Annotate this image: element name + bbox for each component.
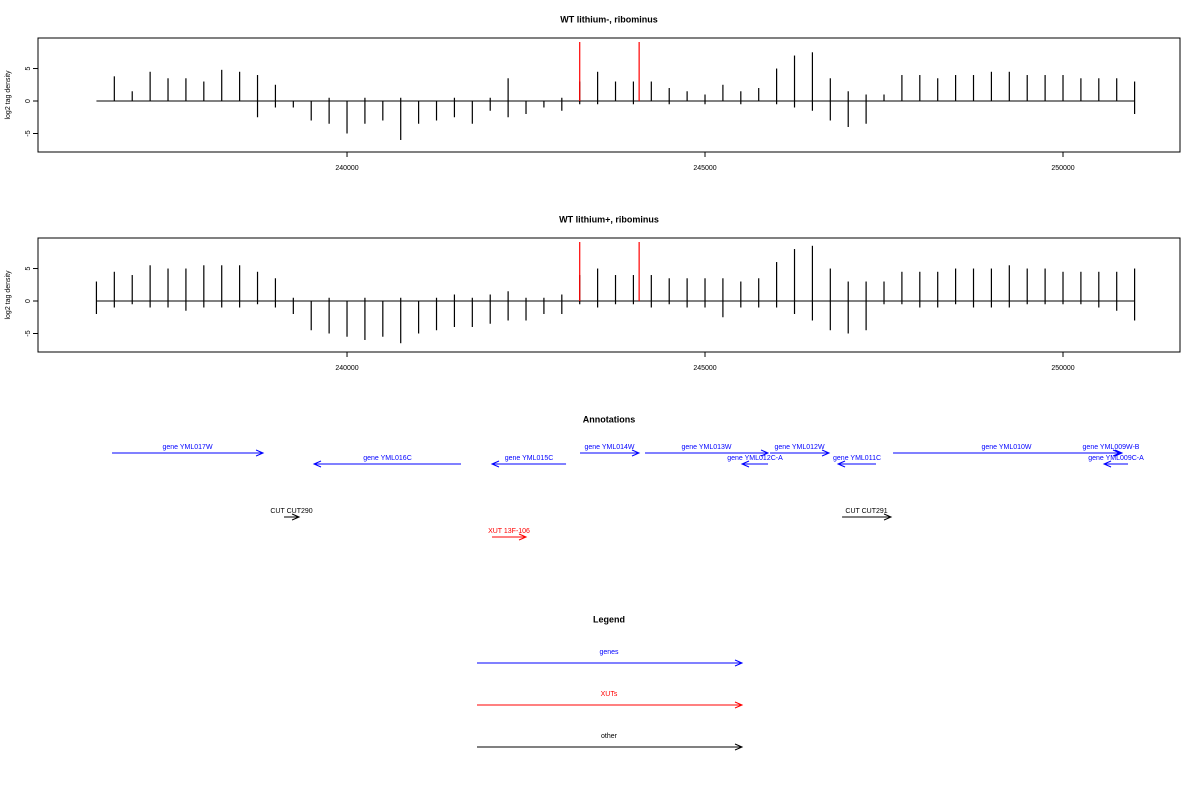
legend-label: XUTs xyxy=(601,691,618,698)
plot-frame xyxy=(37,237,1181,353)
x-tick-label: 245000 xyxy=(693,165,716,172)
x-tick-label: 250000 xyxy=(1051,365,1074,372)
feature-label: gene YML009W-B xyxy=(1083,444,1140,451)
legend-arrow xyxy=(477,659,744,667)
feature-label: gene YML012W xyxy=(774,444,824,451)
feature-arrow xyxy=(770,449,831,457)
feature-arrow xyxy=(1100,449,1124,457)
legend-label: genes xyxy=(599,649,619,656)
legend-label: other xyxy=(601,733,618,740)
y-tick-label: 5 xyxy=(25,66,32,70)
feature-arrow xyxy=(893,449,1122,457)
feature-label: gene YML017W xyxy=(162,444,212,451)
x-tick-label: 250000 xyxy=(1051,165,1074,172)
y-tick-label: 0 xyxy=(25,299,32,303)
chart-title: WT lithium-, ribominus xyxy=(560,14,658,24)
feature-label: gene YML011C xyxy=(833,455,881,462)
feature-label: gene YML009C-A xyxy=(1088,455,1144,462)
legend-title: Legend xyxy=(593,614,625,624)
y-tick-label: -5 xyxy=(25,130,32,136)
feature-arrow xyxy=(490,460,567,468)
feature-label: CUT CUT290 xyxy=(270,508,312,515)
feature-arrow xyxy=(740,460,769,468)
feature-arrow xyxy=(836,460,876,468)
x-tick-label: 245000 xyxy=(693,365,716,372)
x-tick-label: 240000 xyxy=(335,365,358,372)
feature-arrow xyxy=(842,513,893,521)
x-tick-label: 240000 xyxy=(335,165,358,172)
feature-arrow xyxy=(284,513,301,521)
feature-arrow xyxy=(645,449,770,457)
feature-arrow xyxy=(1102,460,1129,468)
plot-frame xyxy=(37,37,1181,153)
y-tick-label: 5 xyxy=(25,266,32,270)
feature-label: gene YML015C xyxy=(505,455,554,462)
feature-arrow xyxy=(492,533,528,541)
feature-label: gene YML016C xyxy=(363,455,412,462)
feature-label: gene YML013W xyxy=(681,444,731,451)
feature-label: CUT CUT291 xyxy=(845,508,887,515)
y-tick-label: 0 xyxy=(25,99,32,103)
feature-arrow xyxy=(580,449,641,457)
feature-label: XUT 13F-106 xyxy=(488,528,530,535)
y-tick-label: -5 xyxy=(25,330,32,336)
y-axis-label: log2 tag density xyxy=(5,270,12,320)
legend-arrow xyxy=(477,701,744,709)
annotations-title: Annotations xyxy=(583,414,636,424)
feature-label: gene YML010W xyxy=(981,444,1031,451)
feature-arrow xyxy=(312,460,462,468)
y-axis-label: log2 tag density xyxy=(5,70,12,120)
legend-arrow xyxy=(477,743,744,751)
feature-arrow xyxy=(112,449,265,457)
feature-label: gene YML014W xyxy=(584,444,634,451)
feature-label: gene YML012C-A xyxy=(727,455,783,462)
chart-title: WT lithium+, ribominus xyxy=(559,214,659,224)
